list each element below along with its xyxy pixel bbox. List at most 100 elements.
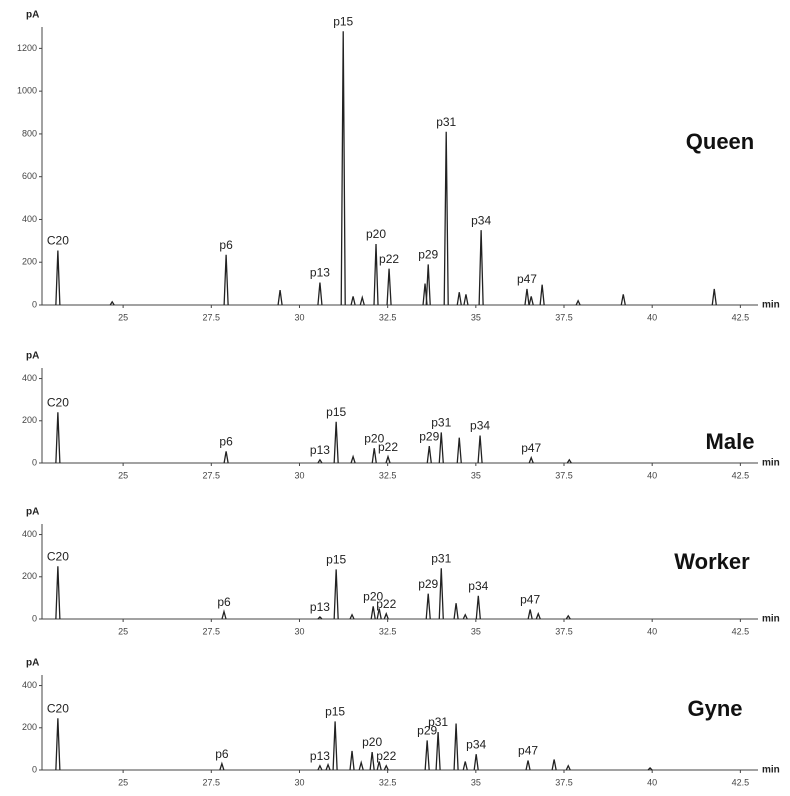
peak: [349, 750, 355, 771]
peak-label: p47: [518, 744, 538, 758]
y-tick-label: 200: [22, 571, 37, 581]
peak: [620, 294, 626, 306]
peak: [456, 292, 462, 306]
peak-label: p47: [521, 441, 541, 455]
x-tick-label: 27.5: [203, 312, 221, 322]
peak: [223, 451, 229, 464]
peak: [373, 244, 379, 306]
peak: [358, 760, 364, 771]
peak: [333, 421, 339, 464]
peak-label: p22: [376, 597, 396, 611]
peak: [524, 288, 530, 306]
peak: [438, 432, 444, 464]
x-tick-label: 37.5: [555, 626, 573, 636]
peak-label: p47: [517, 272, 537, 286]
peak: [463, 294, 469, 306]
x-tick-label: 35: [471, 312, 481, 322]
peak: [565, 764, 571, 771]
peak: [55, 566, 61, 620]
x-tick-label: 40: [647, 777, 657, 787]
peak: [525, 760, 531, 771]
peak: [55, 412, 61, 464]
peak-label: p6: [217, 595, 231, 609]
peak: [443, 131, 449, 306]
peak: [462, 613, 468, 620]
peak: [528, 296, 534, 306]
peak: [369, 751, 375, 771]
peak-label: C20: [47, 234, 69, 248]
peak-label: p31: [431, 552, 451, 566]
peak: [317, 282, 323, 306]
y-tick-label: 0: [32, 764, 37, 774]
peak-label: p13: [310, 749, 330, 763]
peak: [317, 764, 323, 771]
peak-label: p13: [310, 600, 330, 614]
x-axis-label: min: [762, 614, 780, 625]
peak: [317, 458, 323, 464]
peak: [55, 718, 61, 771]
peak-label: p22: [378, 440, 398, 454]
x-axis-label: min: [762, 458, 780, 469]
peak-label: p20: [366, 227, 386, 241]
peak: [473, 754, 479, 771]
panel-title: Queen: [686, 129, 754, 154]
peak: [376, 761, 382, 771]
peak-label: p20: [363, 590, 383, 604]
peak-label: p20: [364, 431, 384, 445]
y-tick-label: 800: [22, 128, 37, 138]
peak: [527, 609, 533, 620]
peak: [477, 435, 483, 464]
peak: [647, 766, 653, 771]
peak-label: C20: [47, 701, 69, 715]
x-tick-label: 30: [294, 626, 304, 636]
peak: [575, 299, 581, 306]
peak-label: p34: [466, 737, 486, 751]
peak: [566, 458, 572, 464]
x-tick-label: 42.5: [732, 470, 750, 480]
panel-title: Gyne: [687, 696, 742, 721]
peak-label: p13: [310, 443, 330, 457]
peak-label: p31: [428, 715, 448, 729]
x-tick-label: 32.5: [379, 777, 397, 787]
peak: [425, 593, 431, 620]
x-tick-label: 40: [647, 470, 657, 480]
peak: [386, 268, 392, 306]
x-tick-label: 40: [647, 312, 657, 322]
x-tick-label: 25: [118, 470, 128, 480]
y-tick-label: 1000: [17, 86, 37, 96]
peak-label: p31: [431, 416, 451, 430]
peak-label: p6: [219, 435, 233, 449]
x-tick-label: 35: [471, 470, 481, 480]
peak: [438, 568, 444, 620]
peak: [535, 611, 541, 620]
x-tick-label: 27.5: [203, 626, 221, 636]
peak: [277, 289, 283, 306]
y-tick-label: 0: [32, 299, 37, 309]
peak: [426, 446, 432, 464]
peak-label: p29: [418, 577, 438, 591]
peak-label: p22: [379, 252, 399, 266]
x-tick-label: 42.5: [732, 312, 750, 322]
y-tick-label: 200: [22, 415, 37, 425]
peak-label: p15: [325, 705, 345, 719]
peak: [55, 250, 61, 306]
peak: [528, 455, 534, 464]
x-tick-label: 42.5: [732, 626, 750, 636]
peak-label: p34: [471, 213, 491, 227]
peak: [219, 761, 225, 771]
peak-label: p15: [326, 405, 346, 419]
y-tick-label: 400: [22, 373, 37, 383]
y-tick-label: 400: [22, 680, 37, 690]
x-tick-label: 35: [471, 777, 481, 787]
peak: [221, 609, 227, 620]
peak: [359, 294, 365, 306]
peak: [475, 595, 481, 620]
peak-label: p22: [376, 749, 396, 763]
x-tick-label: 30: [294, 312, 304, 322]
peak: [385, 454, 391, 464]
y-axis-label: pA: [26, 351, 39, 362]
peak: [340, 31, 346, 306]
peak: [424, 740, 430, 771]
peak: [565, 614, 571, 620]
